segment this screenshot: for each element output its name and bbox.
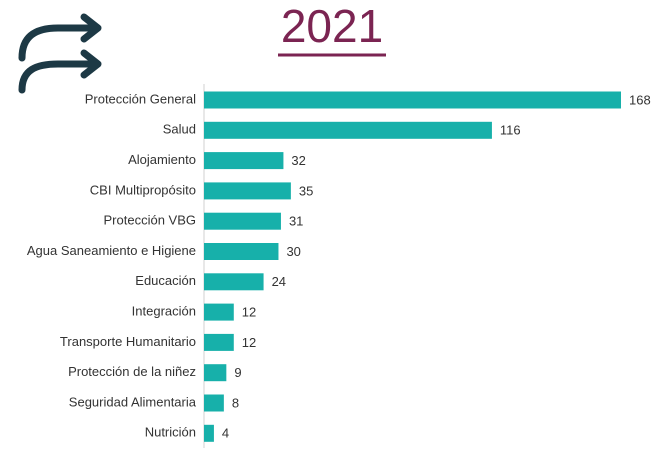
bar	[204, 243, 279, 260]
bar	[204, 212, 281, 230]
bar	[204, 121, 492, 139]
category-label: Protección VBG	[104, 213, 197, 228]
category-label: Agua Saneamiento e Higiene	[27, 243, 196, 258]
value-label: 116	[500, 123, 521, 138]
value-label: 9	[234, 365, 241, 380]
value-label: 35	[299, 183, 313, 198]
bar	[204, 424, 214, 442]
chart-title: 2021	[281, 0, 383, 52]
logo-arrows	[18, 13, 102, 94]
category-label: Alojamiento	[128, 152, 196, 167]
value-label: 12	[242, 335, 256, 350]
value-label: 8	[232, 395, 239, 410]
bar	[204, 333, 234, 351]
category-label: Protección de la niñez	[68, 364, 196, 379]
value-label: 12	[242, 305, 256, 320]
value-label: 30	[286, 244, 300, 259]
bar	[204, 303, 234, 321]
bar	[204, 273, 264, 291]
category-label: Salud	[163, 122, 196, 137]
value-label: 168	[629, 92, 651, 107]
category-label: Seguridad Alimentaria	[69, 394, 197, 409]
bar	[204, 182, 291, 200]
category-label: Nutrición	[145, 425, 196, 440]
value-label: 4	[222, 426, 229, 441]
category-label: Integración	[132, 304, 196, 319]
value-label: 24	[272, 274, 286, 289]
bar	[204, 394, 224, 412]
category-label: Educación	[135, 273, 196, 288]
category-label: Protección General	[85, 91, 196, 106]
bar	[204, 364, 227, 382]
value-label: 31	[289, 214, 303, 229]
value-label: 32	[291, 153, 305, 168]
category-label: Transporte Humanitario	[60, 334, 196, 349]
category-label: CBI Multipropósito	[90, 182, 196, 197]
bar	[204, 91, 621, 109]
bar	[204, 152, 284, 170]
